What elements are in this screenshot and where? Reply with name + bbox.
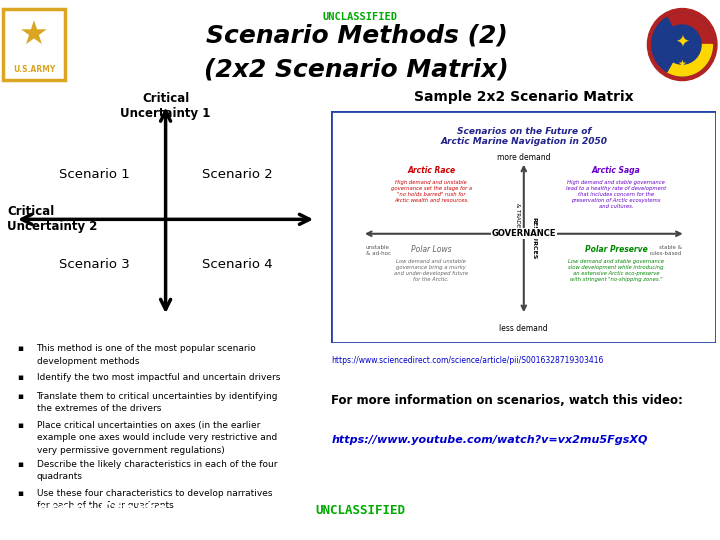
- Text: Victory Starts Here!: Victory Starts Here!: [14, 501, 235, 521]
- Text: Critical
Uncertainty 1: Critical Uncertainty 1: [120, 92, 211, 120]
- Text: ▪: ▪: [17, 373, 24, 382]
- Text: Place critical uncertainties on axes (in the earlier: Place critical uncertainties on axes (in…: [37, 421, 260, 430]
- Text: stable &
rules-based: stable & rules-based: [649, 245, 682, 256]
- Text: Scenario 4: Scenario 4: [202, 258, 272, 271]
- Text: Scenario 2: Scenario 2: [202, 167, 272, 180]
- Text: quadrants: quadrants: [37, 472, 83, 481]
- Text: RESOURCES: RESOURCES: [531, 217, 536, 260]
- Circle shape: [647, 9, 717, 80]
- Text: (2x2 Scenario Matrix): (2x2 Scenario Matrix): [204, 58, 509, 82]
- Text: ▪: ▪: [17, 421, 24, 430]
- Text: the extremes of the drivers: the extremes of the drivers: [37, 404, 161, 413]
- Text: Polar Preserve: Polar Preserve: [585, 245, 647, 254]
- Circle shape: [663, 25, 701, 64]
- Text: Scenarios on the Future of
Arctic Marine Navigation in 2050: Scenarios on the Future of Arctic Marine…: [441, 127, 607, 146]
- Text: example one axes would include very restrictive and: example one axes would include very rest…: [37, 433, 276, 442]
- Text: Scenario 1: Scenario 1: [59, 167, 130, 180]
- Text: ▪: ▪: [17, 392, 24, 401]
- Text: U.S.ARMY: U.S.ARMY: [13, 65, 55, 74]
- Text: https://www.youtube.com/watch?v=vx2mu5FgsXQ: https://www.youtube.com/watch?v=vx2mu5Fg…: [331, 435, 648, 445]
- Text: Scenario Methods (2): Scenario Methods (2): [205, 23, 508, 47]
- Text: https://www.sciencedirect.com/science/article/pii/S0016328719303416: https://www.sciencedirect.com/science/ar…: [331, 356, 603, 365]
- Text: less demand: less demand: [500, 325, 548, 334]
- Text: Polar Lows: Polar Lows: [411, 245, 451, 254]
- Wedge shape: [667, 13, 713, 44]
- Text: High demand and stable governance
lead to a healthy rate of development
that inc: High demand and stable governance lead t…: [566, 180, 666, 208]
- Text: GOVERNANCE: GOVERNANCE: [492, 230, 556, 238]
- Text: 11: 11: [673, 502, 698, 520]
- Text: Translate them to critical uncertainties by identifying: Translate them to critical uncertainties…: [37, 392, 278, 401]
- Text: ★: ★: [678, 59, 687, 69]
- Text: ▪: ▪: [17, 460, 24, 469]
- Text: & TRADE: & TRADE: [515, 203, 520, 227]
- Text: for each of the four quadrants: for each of the four quadrants: [37, 501, 174, 510]
- Text: This method is one of the most popular scenario: This method is one of the most popular s…: [37, 345, 256, 353]
- Circle shape: [652, 13, 713, 76]
- Text: development methods: development methods: [37, 357, 139, 366]
- Text: Use these four characteristics to develop narratives: Use these four characteristics to develo…: [37, 489, 272, 498]
- Text: Describe the likely characteristics in each of the four: Describe the likely characteristics in e…: [37, 460, 277, 469]
- Text: ✦: ✦: [675, 34, 689, 52]
- Text: For more information on scenarios, watch this video:: For more information on scenarios, watch…: [331, 394, 683, 407]
- Text: ▪: ▪: [17, 489, 24, 498]
- Text: more demand: more demand: [497, 153, 551, 161]
- Text: Arctic Saga: Arctic Saga: [592, 166, 641, 176]
- Text: UNCLASSIFIED: UNCLASSIFIED: [323, 12, 397, 22]
- Text: Identify the two most impactful and uncertain drivers: Identify the two most impactful and unce…: [37, 373, 280, 382]
- Text: Arctic Race: Arctic Race: [408, 166, 456, 176]
- Text: UNCLASSIFIED: UNCLASSIFIED: [315, 504, 405, 517]
- Text: Scenario 3: Scenario 3: [59, 258, 130, 271]
- Wedge shape: [667, 44, 713, 76]
- Text: ★: ★: [19, 19, 49, 52]
- Text: Low demand and unstable
governance bring a murky
and under-developed future
for : Low demand and unstable governance bring…: [395, 259, 469, 282]
- Text: ▪: ▪: [17, 345, 24, 353]
- Text: Sample 2x2 Scenario Matrix: Sample 2x2 Scenario Matrix: [414, 90, 634, 104]
- Wedge shape: [652, 17, 683, 72]
- Text: Critical
Uncertainty 2: Critical Uncertainty 2: [7, 205, 98, 233]
- Text: Low demand and stable governance
slow development while introducing
an extensive: Low demand and stable governance slow de…: [568, 259, 665, 282]
- Text: unstable
& ad-hoc: unstable & ad-hoc: [366, 245, 391, 256]
- Text: very permissive government regulations): very permissive government regulations): [37, 446, 225, 455]
- Text: High demand and unstable
governance set the stage for a
"no holds barred" rush f: High demand and unstable governance set …: [391, 180, 472, 202]
